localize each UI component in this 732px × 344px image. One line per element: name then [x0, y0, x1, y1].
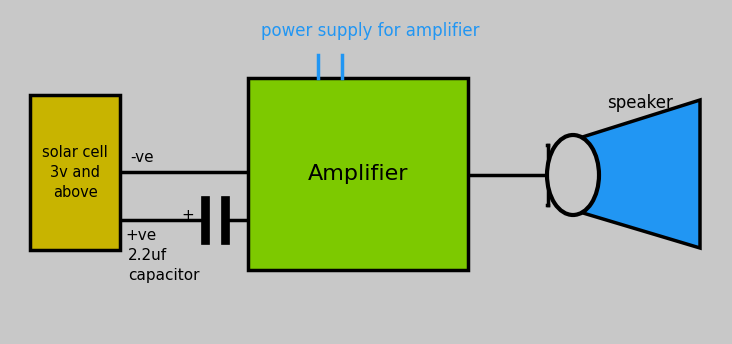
Text: +: +: [182, 207, 195, 223]
Text: -ve: -ve: [130, 150, 154, 165]
Polygon shape: [573, 100, 700, 248]
Text: Amplifier: Amplifier: [307, 164, 408, 184]
Text: speaker: speaker: [607, 94, 673, 112]
Bar: [30, 95, 120, 250]
Text: solar cell
3v and
above: solar cell 3v and above: [42, 145, 108, 200]
Text: power supply for amplifier: power supply for amplifier: [261, 22, 479, 40]
Text: 2.2uf
capacitor: 2.2uf capacitor: [128, 248, 200, 283]
Ellipse shape: [547, 135, 599, 215]
Bar: [248, 78, 468, 270]
Text: +ve: +ve: [125, 228, 156, 243]
